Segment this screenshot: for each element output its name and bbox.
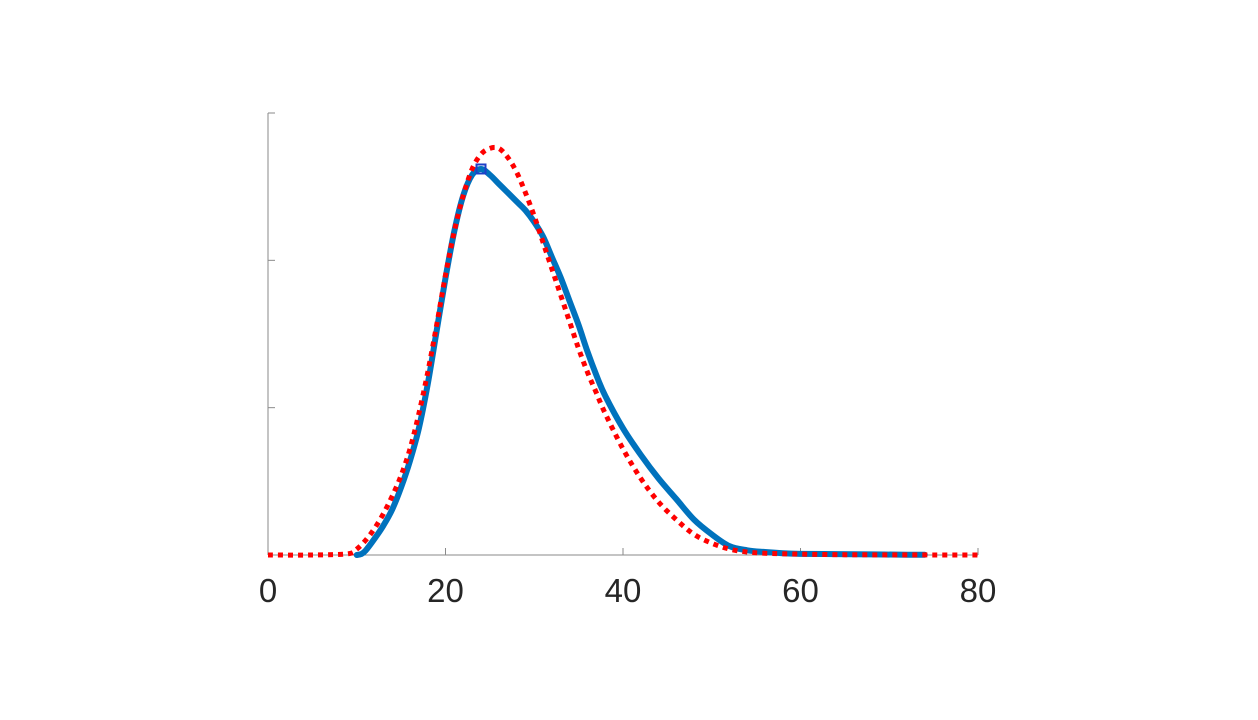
x-tick-label: 20	[427, 572, 464, 609]
series-line-solid	[353, 165, 928, 558]
x-tick-label: 80	[960, 572, 997, 609]
series-layer	[267, 144, 979, 558]
x-ticks: 0 20 40 60 80	[259, 548, 997, 609]
x-tick-label: 0	[259, 572, 277, 609]
peak-marker	[475, 163, 487, 175]
marker-layer	[475, 163, 487, 175]
axes	[267, 113, 978, 556]
x-tick-label: 40	[605, 572, 642, 609]
y-ticks	[268, 112, 275, 556]
series-line-dotted	[267, 144, 979, 558]
x-tick-label: 60	[782, 572, 819, 609]
